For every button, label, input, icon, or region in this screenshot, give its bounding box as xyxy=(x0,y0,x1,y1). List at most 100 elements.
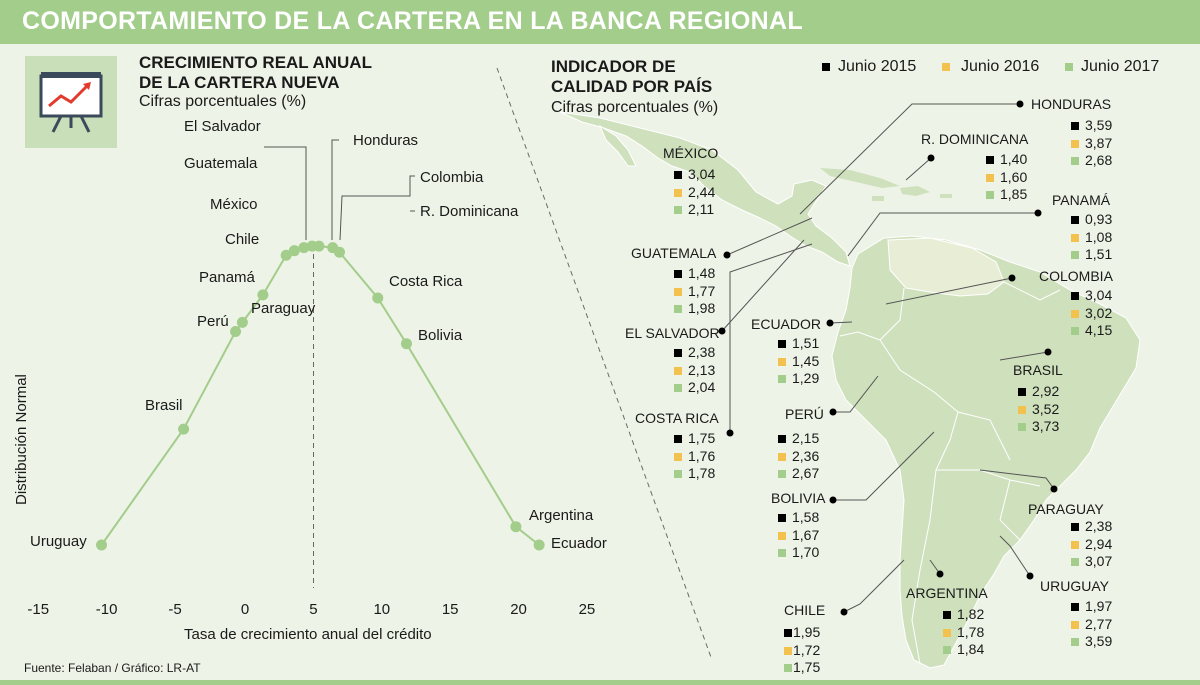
x-axis-label: Tasa de crecimiento anual del crédito xyxy=(184,626,432,643)
value-argentina-junio-2016: 1,78 xyxy=(957,623,985,640)
value-mexico-junio-2017: 2,11 xyxy=(688,201,715,217)
series-swatch-chile-0 xyxy=(784,629,792,637)
data-point-brasil xyxy=(178,423,190,435)
x-tick-label: 15 xyxy=(441,601,459,618)
value-bolivia-junio-2015: 1,58 xyxy=(792,509,820,525)
left-chart-title-line1: CRECIMIENTO REAL ANUAL xyxy=(139,53,372,72)
value-bolivia-junio-2016: 1,67 xyxy=(792,526,820,543)
value-costa-rica-junio-2017: 1,78 xyxy=(688,465,716,481)
series-swatch-panama-2 xyxy=(1071,251,1079,259)
series-swatch-mexico-1 xyxy=(674,188,682,197)
value-r-dominicana-junio-2017: 1,85 xyxy=(1000,186,1028,202)
map-leader-dots xyxy=(718,100,1058,616)
right-chart-title-line2: CALIDAD POR PAÍS xyxy=(551,77,713,96)
map-borders xyxy=(839,281,1061,665)
series-swatch-colombia-2 xyxy=(1071,327,1079,335)
data-point-costa-rica xyxy=(372,292,384,304)
series-swatch-honduras-1 xyxy=(1071,139,1079,148)
series-swatch-r-dominicana-2 xyxy=(986,191,994,199)
value-el-salvador-junio-2016: 2,13 xyxy=(688,361,716,378)
value-colombia-junio-2015: 3,04 xyxy=(1085,287,1113,303)
bottom-bar xyxy=(0,680,1200,685)
legend-label-2015: Junio 2015 xyxy=(838,58,917,75)
point-label-brasil: Brasil xyxy=(145,397,183,414)
left-chart-title-line2: DE LA CARTERA NUEVA xyxy=(139,73,340,92)
presentation-board-icon xyxy=(39,72,103,133)
series-swatch-argentina-2 xyxy=(943,646,951,654)
data-point-ecuador xyxy=(533,539,545,551)
value-colombia-junio-2016: 3,02 xyxy=(1085,304,1113,321)
data-point-chile xyxy=(280,249,292,261)
map-leader-lines xyxy=(721,103,1055,613)
value-peru-junio-2015: 2,15 xyxy=(792,430,820,446)
value-honduras-junio-2015: 3,59 xyxy=(1085,117,1113,133)
value-paraguay-junio-2017: 3,07 xyxy=(1085,553,1113,569)
series-swatch-costa-rica-0 xyxy=(674,435,682,443)
map-baja-california xyxy=(598,124,637,167)
value-panama-junio-2017: 1,51 xyxy=(1085,246,1113,262)
point-label-honduras: Honduras xyxy=(353,132,419,149)
country-name-mexico: MÉXICO xyxy=(663,145,719,161)
left-chart-leader-lines xyxy=(264,139,415,241)
series-swatch-bolivia-0 xyxy=(778,514,786,522)
series-swatch-panama-0 xyxy=(1071,216,1079,224)
value-r-dominicana-junio-2015: 1,40 xyxy=(1000,151,1028,167)
series-swatch-paraguay-1 xyxy=(1071,540,1079,549)
country-name-honduras: HONDURAS xyxy=(1031,96,1112,112)
map-venezuela xyxy=(887,237,1005,297)
legend-swatch-2016 xyxy=(942,63,950,71)
series-swatch-peru-0 xyxy=(778,435,786,443)
left-chart-subtitle: Cifras porcentuales (%) xyxy=(139,93,307,110)
x-tick-label: -15 xyxy=(27,601,50,618)
value-argentina-junio-2017: 1,84 xyxy=(957,641,985,657)
title-banner: COMPORTAMIENTO DE LA CARTERA EN LA BANCA… xyxy=(0,0,1200,44)
series-swatch-ecuador-0 xyxy=(778,340,786,348)
series-swatch-mexico-0 xyxy=(674,171,682,179)
x-tick-label: 25 xyxy=(578,601,596,618)
series-swatch-guatemala-0 xyxy=(674,270,682,278)
value-brasil-junio-2017: 3,73 xyxy=(1032,418,1060,434)
country-name-ecuador: ECUADOR xyxy=(751,316,822,332)
country-name-costa-rica: COSTA RICA xyxy=(635,410,719,426)
data-point-argentina xyxy=(510,521,522,533)
value-guatemala-junio-2015: 1,48 xyxy=(688,265,716,281)
country-name-bolivia: BOLIVIA xyxy=(771,490,826,506)
country-name-guatemala: GUATEMALA xyxy=(631,245,717,261)
point-label-guatemala: Guatemala xyxy=(184,155,258,172)
point-label-peru: Perú xyxy=(197,313,229,330)
value-uruguay-junio-2017: 3,59 xyxy=(1085,633,1113,649)
data-point-per- xyxy=(230,326,242,337)
series-swatch-brasil-1 xyxy=(1018,405,1026,414)
value-chile-junio-2017: 1,75 xyxy=(793,659,821,675)
y-axis-label: Distribución Normal xyxy=(13,374,30,505)
point-label-uruguay: Uruguay xyxy=(30,533,87,550)
series-swatch-mexico-2 xyxy=(674,206,682,214)
map-cuba xyxy=(820,168,900,188)
series-swatch-r-dominicana-0 xyxy=(986,156,994,164)
data-point-guatemala xyxy=(288,245,300,257)
map-mexico-central-america xyxy=(559,111,851,267)
value-chile-junio-2015: 1,95 xyxy=(793,624,821,640)
value-el-salvador-junio-2017: 2,04 xyxy=(688,379,716,395)
value-honduras-junio-2017: 2,68 xyxy=(1085,152,1113,168)
series-swatch-brasil-0 xyxy=(1018,388,1026,396)
series-swatch-costa-rica-1 xyxy=(674,452,682,461)
series-swatch-brasil-2 xyxy=(1018,423,1026,431)
value-bolivia-junio-2017: 1,70 xyxy=(792,544,820,560)
value-uruguay-junio-2015: 1,97 xyxy=(1085,598,1113,614)
x-tick-label: 10 xyxy=(373,601,391,618)
value-colombia-junio-2017: 4,15 xyxy=(1085,322,1113,338)
series-swatch-ecuador-1 xyxy=(778,357,786,366)
series-swatch-uruguay-1 xyxy=(1071,620,1079,629)
series-swatch-r-dominicana-1 xyxy=(986,173,994,182)
data-point-paraguay xyxy=(236,316,248,328)
series-swatch-uruguay-2 xyxy=(1071,638,1079,646)
series-swatch-peru-2 xyxy=(778,470,786,478)
series-swatch-guatemala-1 xyxy=(674,287,682,296)
legend-swatch-2015 xyxy=(822,63,830,71)
value-brasil-junio-2016: 3,52 xyxy=(1032,400,1060,417)
value-panama-junio-2015: 0,93 xyxy=(1085,211,1113,227)
series-swatch-honduras-2 xyxy=(1071,157,1079,165)
map-jamaica xyxy=(872,196,884,201)
point-label-paraguay: Paraguay xyxy=(251,300,316,317)
